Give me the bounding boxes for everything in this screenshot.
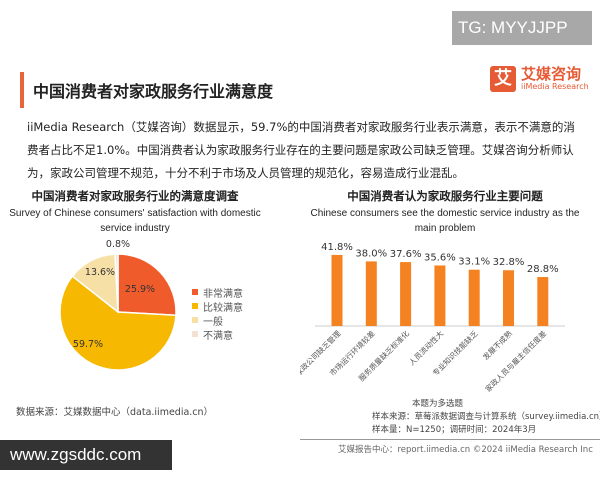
bar-note: 本题为多选题 bbox=[412, 399, 464, 409]
legend-swatch bbox=[192, 289, 198, 295]
logo-mark: 艾 bbox=[490, 66, 516, 92]
legend-label: 一般 bbox=[203, 316, 223, 328]
bar-value-label: 35.6% bbox=[424, 252, 456, 263]
legend-item: 非常满意 bbox=[192, 285, 243, 300]
legend-label: 不满意 bbox=[203, 330, 233, 342]
pie-title: 中国消费者对家政服务行业的满意度调查 bbox=[31, 189, 239, 203]
pie-slice bbox=[114, 253, 119, 313]
bar bbox=[537, 277, 549, 326]
pie-label: 25.9% bbox=[125, 284, 155, 295]
category-label: 家政人员与雇主信任度差 bbox=[483, 328, 549, 394]
legend-label: 非常满意 bbox=[203, 288, 243, 300]
legend-item: 比较满意 bbox=[192, 299, 243, 314]
bar-value-label: 37.6% bbox=[390, 249, 422, 260]
bar-chart: 41.8%家政公司缺乏管理38.0%市场运行环境较差37.6%服务质量缺乏标准化… bbox=[300, 242, 565, 394]
bar-value-label: 41.8% bbox=[321, 242, 353, 253]
footer-text: 艾媒报告中心：report.iimedia.cn ©2024 iiMedia R… bbox=[338, 445, 593, 455]
legend-swatch bbox=[192, 303, 198, 309]
footer-divider bbox=[300, 439, 600, 440]
bar-value-label: 38.0% bbox=[355, 248, 387, 259]
bar-value-label: 33.1% bbox=[458, 257, 490, 268]
pie-chart: 25.9% 59.7% 13.6% 0.8% bbox=[59, 239, 177, 371]
page-title: 中国消费者对家政服务行业满意度 bbox=[33, 82, 274, 101]
bar bbox=[434, 265, 446, 326]
pie-label: 59.7% bbox=[73, 339, 103, 350]
pie-slice bbox=[117, 253, 177, 317]
pie-subtitle: Survey of Chinese consumers' satisfactio… bbox=[9, 208, 261, 234]
bar-value-label: 32.8% bbox=[493, 257, 525, 268]
watermark-url: www.zgsddc.com bbox=[0, 440, 172, 470]
logo-cn: 艾媒咨询 bbox=[521, 65, 582, 83]
legend-swatch bbox=[192, 331, 198, 337]
bar-value-label: 28.8% bbox=[527, 264, 559, 275]
bar-sample-source: 样本来源：草莓派数据调查与计算系统（survey.iimedia.cn） bbox=[372, 412, 600, 422]
bar bbox=[503, 270, 514, 326]
bar bbox=[468, 269, 480, 326]
pie-source: 数据来源：艾媒数据中心（data.iimedia.cn） bbox=[16, 407, 214, 418]
category-label: 发展不成熟 bbox=[480, 328, 514, 362]
title-accent-bar bbox=[20, 72, 24, 108]
bar-subtitle: Chinese consumers see the domestic servi… bbox=[310, 208, 580, 234]
legend-label: 比较满意 bbox=[203, 302, 243, 314]
bar-sample-size: 样本量：N=1250；调研时间：2024年3月 bbox=[372, 425, 537, 435]
watermark-badge: TG: MYYJJPP bbox=[452, 11, 592, 45]
summary-paragraph: iiMedia Research（艾媒咨询）数据显示，59.7%的中国消费者对家… bbox=[27, 120, 575, 180]
legend-item: 不满意 bbox=[192, 327, 243, 342]
pie-legend: 非常满意比较满意一般不满意 bbox=[192, 285, 243, 342]
bar-title: 中国消费者认为家政服务行业主要问题 bbox=[347, 189, 543, 203]
logo-en: iiMedia Research bbox=[521, 82, 589, 91]
pie-label: 0.8% bbox=[106, 239, 130, 250]
logo: 艾 艾媒咨询 iiMedia Research bbox=[490, 66, 589, 92]
legend-swatch bbox=[192, 317, 198, 323]
bar bbox=[365, 261, 377, 326]
bar bbox=[400, 262, 412, 326]
legend-item: 一般 bbox=[192, 313, 243, 328]
pie-label: 13.6% bbox=[85, 267, 115, 278]
pie-slice bbox=[59, 275, 177, 371]
bar bbox=[331, 254, 343, 326]
